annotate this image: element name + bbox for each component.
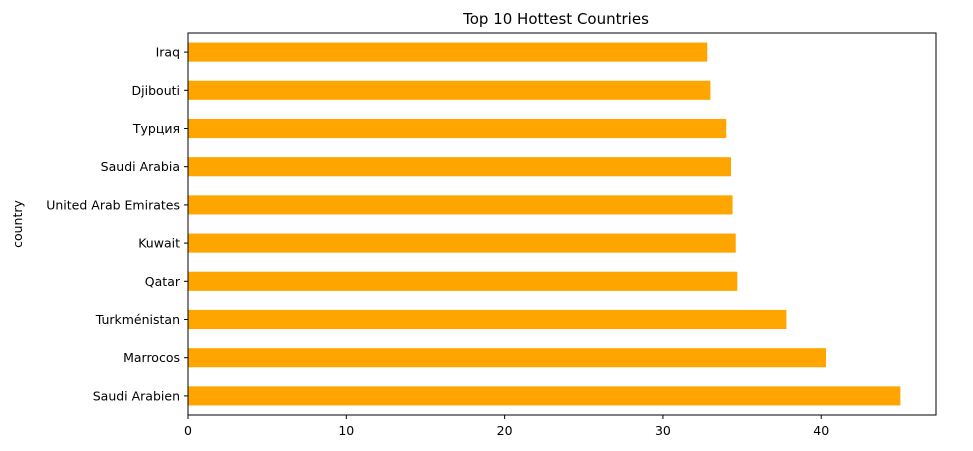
- bars-group: [188, 42, 901, 406]
- y-tick-label: Iraq: [156, 45, 180, 60]
- y-tick-label: Turkménistan: [95, 312, 180, 327]
- x-tick-label: 40: [813, 423, 829, 438]
- x-axis-ticks: 0 10 20 30 40: [184, 415, 829, 438]
- y-tick-label: Турция: [132, 121, 180, 136]
- y-tick-label: Djibouti: [132, 83, 180, 98]
- bar: [188, 118, 727, 139]
- y-tick-label: Marrocos: [123, 350, 180, 365]
- y-tick-label: Saudi Arabia: [101, 159, 180, 174]
- bar: [188, 309, 787, 330]
- x-tick-label: 10: [338, 423, 354, 438]
- y-tick-label: United Arab Emirates: [46, 197, 180, 212]
- y-tick-label: Kuwait: [138, 236, 180, 251]
- bar: [188, 195, 733, 215]
- x-tick-label: 30: [655, 423, 671, 438]
- y-tick-label: Saudi Arabien: [93, 388, 180, 403]
- y-axis-label: country: [10, 200, 25, 248]
- bar: [188, 386, 901, 406]
- bar: [188, 233, 736, 253]
- plot-frame: [187, 32, 937, 416]
- bar: [188, 42, 708, 62]
- x-tick-label: 20: [497, 423, 513, 438]
- bar: [188, 271, 738, 291]
- x-tick-label: 0: [184, 423, 192, 438]
- y-axis-ticks: Saudi Arabien Marrocos Turkménistan Qatar Ku…: [46, 45, 188, 403]
- bar: [188, 80, 711, 100]
- y-tick-label: Qatar: [145, 274, 181, 289]
- chart-title: Top 10 Hottest Countries: [462, 10, 649, 28]
- bar: [188, 348, 826, 368]
- bar: [188, 157, 731, 177]
